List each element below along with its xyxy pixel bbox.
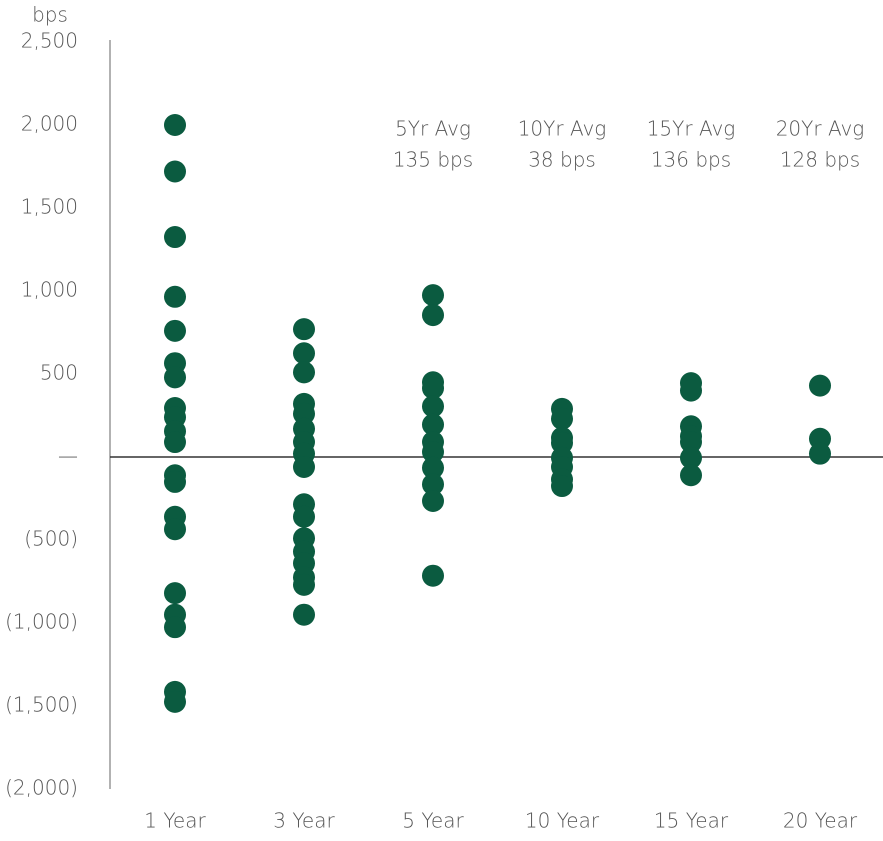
annotation: 135 bps — [393, 148, 473, 172]
x-tick-label: 10 Year — [525, 809, 600, 833]
dot — [680, 431, 702, 454]
y-tick-label: (1,500) — [5, 693, 78, 717]
annotation: 10Yr Avg — [518, 117, 607, 141]
y-axis-unit: bps — [32, 3, 68, 27]
dot — [293, 573, 315, 596]
y-tick-label: (2,000) — [5, 776, 78, 800]
annotation: 15Yr Avg — [647, 117, 736, 141]
dot — [680, 379, 702, 402]
x-tick-label: 5 Year — [402, 809, 464, 833]
y-tick-label: (500) — [24, 527, 78, 551]
dot — [164, 518, 186, 541]
dot — [164, 285, 186, 308]
dot — [551, 475, 573, 498]
dot — [422, 377, 444, 400]
x-tick-label: 15 Year — [654, 809, 729, 833]
dot — [164, 160, 186, 183]
x-tick-label: 20 Year — [783, 809, 858, 833]
dot — [164, 319, 186, 342]
annotation: 20Yr Avg — [776, 117, 865, 141]
y-tick-label: (1,000) — [5, 610, 78, 634]
annotation: 38 bps — [528, 148, 596, 172]
dot — [551, 407, 573, 430]
dot — [809, 374, 831, 397]
dot — [422, 473, 444, 496]
y-tick-label: 1,500 — [21, 195, 78, 219]
dot — [164, 470, 186, 493]
dot — [164, 114, 186, 136]
dot — [293, 505, 315, 528]
dot — [164, 616, 186, 639]
x-tick-label: 3 Year — [273, 809, 335, 833]
dot — [422, 304, 444, 327]
y-tick-label: 2,500 — [21, 29, 78, 53]
dot — [164, 582, 186, 605]
y-tick-label: — — [58, 444, 78, 468]
dot — [164, 226, 186, 249]
dot — [164, 431, 186, 454]
dot — [680, 464, 702, 487]
dot — [422, 395, 444, 418]
dot — [809, 442, 831, 465]
dot — [293, 455, 315, 478]
dot — [422, 413, 444, 436]
dot — [164, 366, 186, 389]
dot — [422, 441, 444, 464]
y-tick-label: 500 — [40, 361, 78, 385]
dot — [293, 603, 315, 626]
y-tick-label: 2,000 — [21, 112, 78, 136]
dot — [680, 446, 702, 469]
x-tick-label: 1 Year — [144, 809, 206, 833]
dot — [293, 361, 315, 384]
dot — [164, 690, 186, 713]
y-tick-label: 1,000 — [21, 278, 78, 302]
dot — [422, 456, 444, 479]
dot — [422, 489, 444, 512]
annotation: 5Yr Avg — [395, 117, 471, 141]
dot — [422, 564, 444, 587]
annotation: 128 bps — [780, 148, 860, 172]
dot — [293, 342, 315, 365]
dot — [422, 284, 444, 307]
annotation: 136 bps — [651, 148, 731, 172]
dot — [293, 318, 315, 341]
